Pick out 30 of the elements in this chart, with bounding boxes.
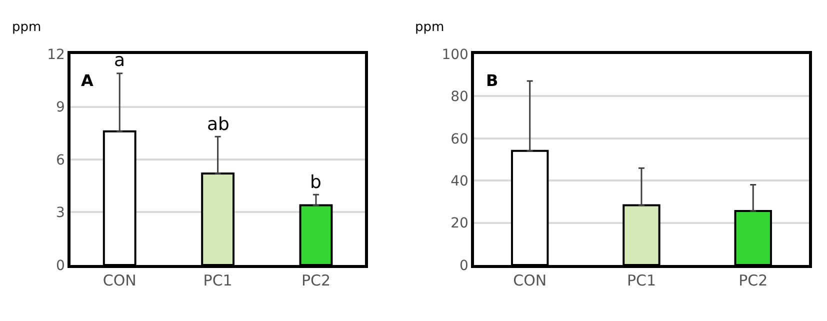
y-tick-label: 0 xyxy=(460,258,468,274)
annotation: B xyxy=(486,71,498,90)
x-tick-label: PC1 xyxy=(626,272,656,290)
y-tick-label: 100 xyxy=(442,46,468,63)
y-tick-label: 12 xyxy=(47,46,65,63)
y-tick-label: 0 xyxy=(56,258,65,274)
annotation: b xyxy=(310,172,322,193)
bar xyxy=(622,204,660,265)
x-tick-label: PC2 xyxy=(738,272,768,290)
bar xyxy=(510,150,549,265)
y-tick-label: 6 xyxy=(56,152,66,168)
bar xyxy=(299,204,333,265)
annotation: A xyxy=(81,71,94,90)
bar xyxy=(201,172,235,265)
y-tick-label: 60 xyxy=(450,131,468,148)
y-tick-label: 80 xyxy=(450,89,468,106)
x-tick-label: PC1 xyxy=(203,272,232,290)
bar xyxy=(102,130,136,265)
y-tick-label: 3 xyxy=(56,205,65,222)
y-tick-label: 40 xyxy=(450,173,468,190)
y-axis-title: ppm xyxy=(12,20,42,35)
y-tick-label: 20 xyxy=(450,216,468,232)
y-axis-title: ppm xyxy=(415,20,444,35)
annotation: ab xyxy=(207,114,230,135)
x-tick-label: PC2 xyxy=(301,272,331,290)
annotation: a xyxy=(114,50,126,71)
y-tick-label: 9 xyxy=(56,100,65,116)
bar xyxy=(734,210,772,265)
x-tick-label: CON xyxy=(102,272,136,290)
x-tick-label: CON xyxy=(513,272,547,290)
